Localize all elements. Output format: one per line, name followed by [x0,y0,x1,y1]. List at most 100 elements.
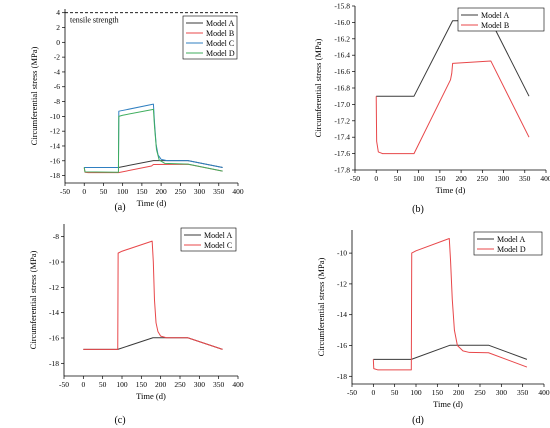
tensile-strength-label: tensile strength [70,16,119,25]
panel-1: -50 0 50 100 150 200 250 300 350 400 4 2 0 -2 -4 -6 -8 -1… [29,8,244,213]
y-axis-title: Circumferential stress (MPa) [28,250,38,349]
x-axis-title: Time (d) [433,399,463,409]
y-tick-label: 2 [56,23,60,32]
x-tick-label: 150 [136,380,148,389]
x-tick-label: -50 [59,380,69,389]
legend-label: Model D [206,49,235,58]
y-axis-title: Circumferential stress (MPa) [316,257,326,356]
panel-3: -50 0 50 100 150 200 250 300 350 400 -8 -10 -12 -14 -1… [28,224,244,426]
x-tick-label: 0 [82,187,86,196]
x-tick-label: 250 [474,388,486,397]
y-tick-label: -8 [53,232,59,241]
x-tick-label: 100 [117,187,129,196]
panel-label: (d) [412,415,424,426]
y-tick-label: -8 [54,97,60,106]
x-tick-label: 0 [81,380,85,389]
x-tick-label: 0 [371,388,375,397]
y-tick-label: -10 [50,112,60,121]
x-tick-label: 200 [455,174,467,183]
y-tick-label: -12 [49,283,59,292]
y-tick-label: -4 [54,67,60,76]
x-tick-label: 250 [477,174,489,183]
series-line-model-c [83,240,223,350]
series-line-model-b [375,60,530,155]
series-line-model-b [83,163,223,174]
y-tick-label: -16 [337,341,347,350]
series-line-model-a [376,20,530,97]
y-tick-label: -16.2 [334,34,350,43]
x-tick-label: 350 [213,187,225,196]
y-tick-label: -18 [49,359,59,368]
y-tick-label: -16.8 [334,84,350,93]
y-tick-label: -16 [50,156,60,165]
y-tick-label: -12 [50,127,60,136]
y-axis-title: Circumferential stress (MPa) [313,38,323,137]
y-tick-label: -18 [337,372,347,381]
legend-label: Model A [204,231,232,240]
x-tick-label: 300 [194,187,206,196]
x-tick-label: 200 [453,388,465,397]
y-tick-label: -14 [337,310,347,319]
x-tick-label: -50 [350,174,360,183]
panel-label: (b) [412,204,424,215]
series-line-model-a [373,344,528,360]
x-tick-label: 300 [498,174,510,183]
x-tick-label: 400 [232,187,244,196]
panel-2: -50 0 50 100 150 200 250 300 350 400 -15.8 -16.0 -16… [313,2,550,216]
x-tick-label: 150 [434,174,446,183]
panel-4: -50 0 50 100 150 200 250 300 350 400 -10 -12 -14 -16 -… [316,230,550,426]
y-tick-label: -6 [54,82,60,91]
series-line-model-d [372,237,528,371]
y-tick-label: -10 [337,249,347,258]
series-line-model-d [83,108,223,173]
x-tick-label: 300 [496,388,508,397]
y-tick-label: -2 [54,53,60,62]
y-tick-label: -17.8 [334,166,350,175]
x-tick-label: -50 [60,187,70,196]
x-tick-label: 100 [410,388,422,397]
y-tick-label: -14 [50,141,60,150]
x-tick-label: 200 [155,380,167,389]
x-tick-label: 50 [99,380,107,389]
legend-label: Model A [497,235,525,244]
x-tick-label: 350 [213,380,225,389]
x-tick-label: 100 [116,380,128,389]
legend-label: Model C [204,241,232,250]
y-tick-label: 4 [56,8,60,17]
x-tick-label: 400 [540,174,550,183]
x-tick-label: 250 [174,380,186,389]
x-tick-label: 400 [232,380,244,389]
x-tick-label: 350 [517,388,529,397]
y-tick-label: -16.0 [334,18,350,27]
y-tick-label: -17.4 [334,133,350,142]
legend-label: Model A [481,11,509,20]
y-tick-label: -14 [49,308,59,317]
x-tick-label: -50 [347,388,357,397]
x-tick-label: 150 [136,187,148,196]
x-tick-label: 0 [374,174,378,183]
x-tick-label: 150 [432,388,444,397]
y-tick-label: -16.4 [334,51,350,60]
y-tick-label: -16 [49,334,59,343]
x-tick-label: 50 [394,174,402,183]
y-tick-label: -10 [49,258,59,267]
y-tick-label: -17.2 [334,116,350,125]
legend-label: Model B [206,29,234,38]
x-tick-label: 250 [175,187,187,196]
y-tick-label: -15.8 [334,2,350,11]
series-line-model-a [83,337,223,350]
y-tick-label: -18 [50,171,60,180]
x-tick-label: 50 [100,187,108,196]
x-tick-label: 100 [413,174,425,183]
x-tick-label: 400 [538,388,550,397]
y-tick-label: 0 [56,38,60,47]
y-tick-label: -16.6 [334,67,350,76]
x-tick-label: 50 [391,388,399,397]
y-tick-label: -12 [337,279,347,288]
legend-box [457,7,545,32]
legend-label: Model C [206,39,234,48]
x-tick-label: 350 [519,174,531,183]
legend-label: Model B [481,21,509,30]
x-axis-title: Time (d) [137,198,167,208]
